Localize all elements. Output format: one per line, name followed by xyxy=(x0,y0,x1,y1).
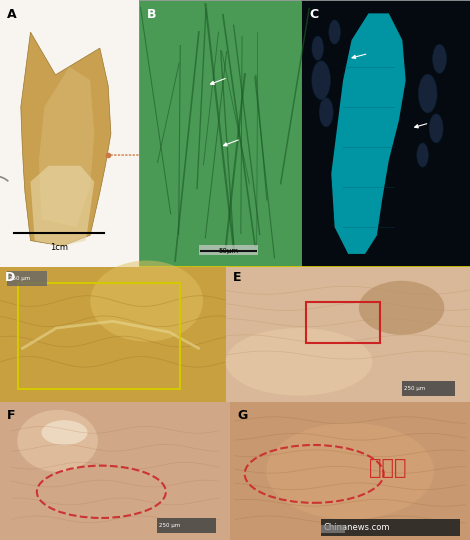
Polygon shape xyxy=(39,67,94,227)
Text: G: G xyxy=(237,409,248,422)
Ellipse shape xyxy=(319,98,333,127)
Text: 50μm: 50μm xyxy=(219,248,239,254)
Ellipse shape xyxy=(359,281,444,335)
Bar xyxy=(0,0,139,267)
Bar xyxy=(226,267,470,402)
Text: C: C xyxy=(309,8,318,21)
Bar xyxy=(0,0,139,267)
Bar xyxy=(401,381,455,395)
Text: D: D xyxy=(5,271,15,285)
Bar xyxy=(321,519,461,536)
Ellipse shape xyxy=(429,114,443,143)
Text: F: F xyxy=(7,409,16,422)
Bar xyxy=(226,267,470,402)
Bar xyxy=(18,284,180,389)
Ellipse shape xyxy=(266,423,434,519)
Ellipse shape xyxy=(432,44,446,73)
Ellipse shape xyxy=(17,410,98,472)
Polygon shape xyxy=(331,14,406,254)
Text: 250 µm: 250 µm xyxy=(404,386,425,390)
Ellipse shape xyxy=(417,143,429,167)
Text: E: E xyxy=(233,271,242,285)
Text: B: B xyxy=(147,8,156,21)
Bar xyxy=(321,525,345,533)
Ellipse shape xyxy=(226,328,372,395)
Bar xyxy=(230,402,470,540)
Ellipse shape xyxy=(312,61,330,100)
Bar xyxy=(230,402,470,540)
Text: 250 µm: 250 µm xyxy=(9,276,30,281)
Bar xyxy=(139,0,301,267)
Text: 1cm: 1cm xyxy=(50,243,68,252)
Bar xyxy=(301,0,470,267)
Ellipse shape xyxy=(418,74,437,113)
Bar xyxy=(7,271,47,286)
Bar xyxy=(199,245,258,254)
Bar xyxy=(0,402,230,540)
Ellipse shape xyxy=(41,420,87,445)
Ellipse shape xyxy=(329,20,340,44)
Bar xyxy=(0,267,226,402)
Ellipse shape xyxy=(312,36,324,60)
Polygon shape xyxy=(31,166,94,246)
Text: Chinanews.com: Chinanews.com xyxy=(324,523,390,532)
Bar xyxy=(306,302,380,343)
Bar xyxy=(0,267,226,402)
Bar xyxy=(157,518,217,533)
Text: 中新網: 中新網 xyxy=(369,458,407,478)
Text: A: A xyxy=(7,8,16,21)
Bar xyxy=(0,402,230,540)
Ellipse shape xyxy=(90,261,203,342)
Polygon shape xyxy=(21,32,111,246)
Text: 250 µm: 250 µm xyxy=(159,523,180,528)
